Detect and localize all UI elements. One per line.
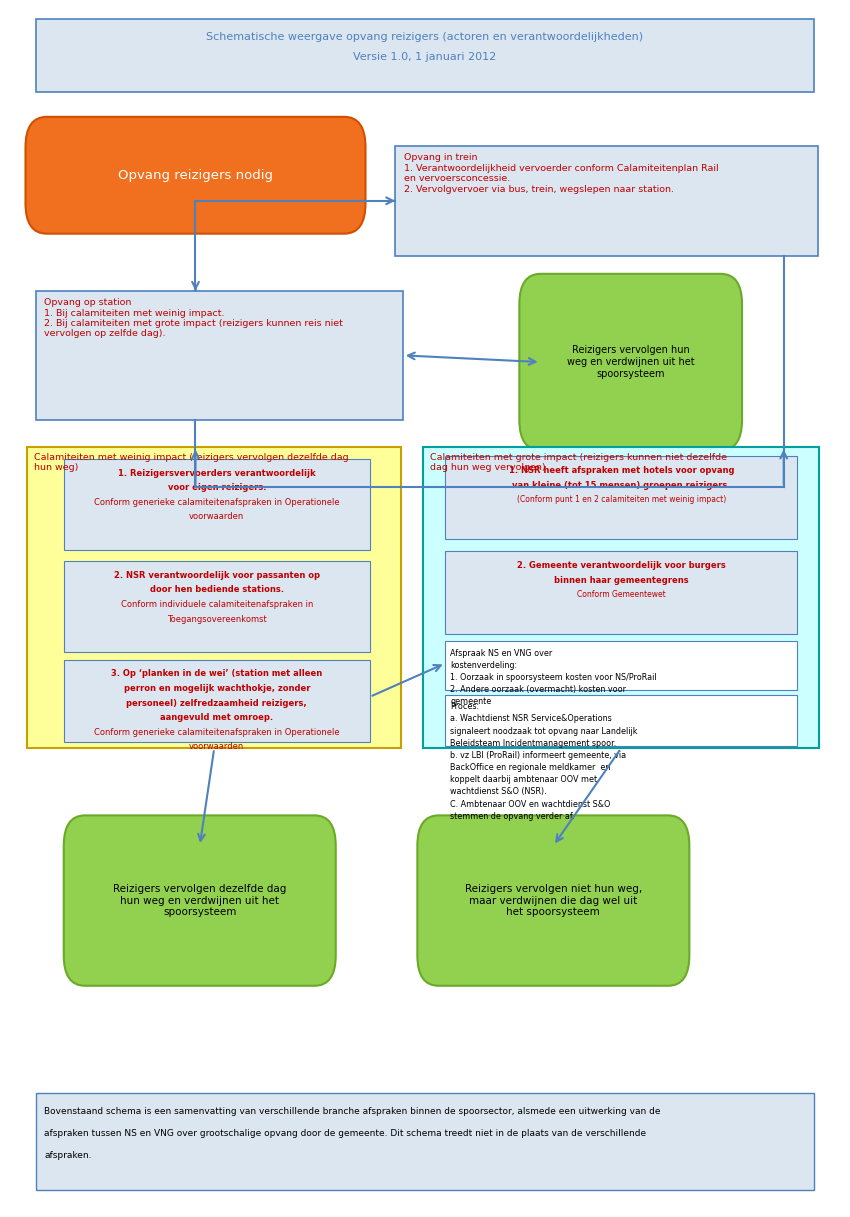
Text: personeel) zelfredzaamheid reizigers,: personeel) zelfredzaamheid reizigers, xyxy=(127,699,307,707)
Text: 1. Oorzaak in spoorsysteem kosten voor NS/ProRail: 1. Oorzaak in spoorsysteem kosten voor N… xyxy=(450,673,657,682)
FancyBboxPatch shape xyxy=(64,815,336,986)
FancyBboxPatch shape xyxy=(445,641,797,690)
Text: Proces:: Proces: xyxy=(450,702,479,711)
Text: stemmen de opvang verder af.: stemmen de opvang verder af. xyxy=(450,812,575,820)
FancyBboxPatch shape xyxy=(27,447,401,748)
Text: Calamiteiten met weinig impact (reizigers vervolgen dezelfde dag
hun weg): Calamiteiten met weinig impact (reiziger… xyxy=(34,453,348,472)
Text: Opvang in trein
1. Verantwoordelijkheid vervoerder conform Calamiteitenplan Rail: Opvang in trein 1. Verantwoordelijkheid … xyxy=(404,153,718,194)
Text: 3. Op ‘planken in de wei’ (station met alleen: 3. Op ‘planken in de wei’ (station met a… xyxy=(111,669,322,678)
Text: Conform Gemeentewet: Conform Gemeentewet xyxy=(577,590,666,599)
Text: signaleert noodzaak tot opvang naar Landelijk: signaleert noodzaak tot opvang naar Land… xyxy=(450,727,638,735)
FancyBboxPatch shape xyxy=(64,561,370,652)
Text: Reizigers vervolgen dezelfde dag
hun weg en verdwijnen uit het
spoorsysteem: Reizigers vervolgen dezelfde dag hun weg… xyxy=(113,884,286,918)
FancyBboxPatch shape xyxy=(445,456,797,539)
Text: gemeente: gemeente xyxy=(450,697,492,706)
Text: Opvang op station
1. Bij calamiteiten met weinig impact.
2. Bij calamiteiten met: Opvang op station 1. Bij calamiteiten me… xyxy=(44,298,343,338)
FancyBboxPatch shape xyxy=(36,19,814,92)
Text: Opvang reizigers nodig: Opvang reizigers nodig xyxy=(118,169,273,181)
Text: Beleidsteam Incidentmanagement spoor.: Beleidsteam Incidentmanagement spoor. xyxy=(450,739,617,747)
Text: Schematische weergave opvang reizigers (actoren en verantwoordelijkheden): Schematische weergave opvang reizigers (… xyxy=(207,32,643,41)
FancyBboxPatch shape xyxy=(36,291,403,420)
FancyBboxPatch shape xyxy=(417,815,689,986)
FancyBboxPatch shape xyxy=(26,117,366,234)
Text: Conform individuele calamiteitenafspraken in: Conform individuele calamiteitenafsprake… xyxy=(121,600,313,608)
FancyBboxPatch shape xyxy=(395,146,818,256)
FancyBboxPatch shape xyxy=(64,660,370,742)
Text: afspraken tussen NS en VNG over grootschalige opvang door de gemeente. Dit schem: afspraken tussen NS en VNG over grootsch… xyxy=(44,1129,646,1138)
Text: voor eigen reizigers.: voor eigen reizigers. xyxy=(167,483,266,492)
Text: van kleine (tot 15 mensen) groepen reizigers.: van kleine (tot 15 mensen) groepen reizi… xyxy=(512,481,731,489)
Text: voorwaarden: voorwaarden xyxy=(189,512,245,521)
Text: kostenverdeling:: kostenverdeling: xyxy=(450,661,518,669)
FancyBboxPatch shape xyxy=(445,695,797,746)
Text: voorwaarden: voorwaarden xyxy=(189,742,245,751)
FancyBboxPatch shape xyxy=(445,551,797,634)
Text: Reizigers vervolgen niet hun weg,
maar verdwijnen die dag wel uit
het spoorsyste: Reizigers vervolgen niet hun weg, maar v… xyxy=(465,884,642,918)
FancyBboxPatch shape xyxy=(423,447,819,748)
FancyBboxPatch shape xyxy=(519,274,742,450)
Text: Bovenstaand schema is een samenvatting van verschillende branche afspraken binne: Bovenstaand schema is een samenvatting v… xyxy=(44,1107,660,1116)
Text: 1. NSR heeft afspraken met hotels voor opvang: 1. NSR heeft afspraken met hotels voor o… xyxy=(508,466,734,475)
Text: wachtdienst S&O (NSR).: wachtdienst S&O (NSR). xyxy=(450,787,547,796)
Text: aangevuld met omroep.: aangevuld met omroep. xyxy=(160,713,274,722)
Text: perron en mogelijk wachthokje, zonder: perron en mogelijk wachthokje, zonder xyxy=(123,684,310,692)
Text: Calamiteiten met grote impact (reizigers kunnen niet dezelfde
dag hun weg vervol: Calamiteiten met grote impact (reizigers… xyxy=(430,453,727,472)
Text: koppelt daarbij ambtenaar OOV met: koppelt daarbij ambtenaar OOV met xyxy=(450,775,598,784)
Text: 1. Reizigersvervoerders verantwoordelijk: 1. Reizigersvervoerders verantwoordelijk xyxy=(118,469,315,477)
Text: a. Wachtdienst NSR Service&Operations: a. Wachtdienst NSR Service&Operations xyxy=(450,714,612,723)
Text: Afspraak NS en VNG over: Afspraak NS en VNG over xyxy=(450,649,552,657)
Text: afspraken.: afspraken. xyxy=(44,1151,92,1160)
Text: binnen haar gemeentegrens: binnen haar gemeentegrens xyxy=(554,576,688,584)
Text: Versie 1.0, 1 januari 2012: Versie 1.0, 1 januari 2012 xyxy=(354,52,496,62)
Text: 2. Andere oorzaak (overmacht) kosten voor: 2. Andere oorzaak (overmacht) kosten voo… xyxy=(450,685,626,694)
Text: door hen bediende stations.: door hen bediende stations. xyxy=(150,585,284,594)
Text: Conform generieke calamiteitenafspraken in Operationele: Conform generieke calamiteitenafspraken … xyxy=(94,728,339,736)
FancyBboxPatch shape xyxy=(36,1093,814,1190)
Text: b. vz LBI (ProRail) informeert gemeente, via: b. vz LBI (ProRail) informeert gemeente,… xyxy=(450,751,626,759)
Text: (Conform punt 1 en 2 calamiteiten met weinig impact): (Conform punt 1 en 2 calamiteiten met we… xyxy=(517,495,726,504)
Text: C. Ambtenaar OOV en wachtdienst S&O: C. Ambtenaar OOV en wachtdienst S&O xyxy=(450,800,611,808)
Text: BackOffice en regionale meldkamer  en: BackOffice en regionale meldkamer en xyxy=(450,763,611,772)
Text: Toegangsovereenkomst: Toegangsovereenkomst xyxy=(167,615,267,623)
FancyBboxPatch shape xyxy=(64,459,370,550)
Text: Conform generieke calamiteitenafspraken in Operationele: Conform generieke calamiteitenafspraken … xyxy=(94,498,339,506)
Text: Reizigers vervolgen hun
weg en verdwijnen uit het
spoorsysteem: Reizigers vervolgen hun weg en verdwijne… xyxy=(567,346,694,378)
Text: 2. NSR verantwoordelijk voor passanten op: 2. NSR verantwoordelijk voor passanten o… xyxy=(114,571,320,579)
Text: 2. Gemeente verantwoordelijk voor burgers: 2. Gemeente verantwoordelijk voor burger… xyxy=(517,561,726,570)
